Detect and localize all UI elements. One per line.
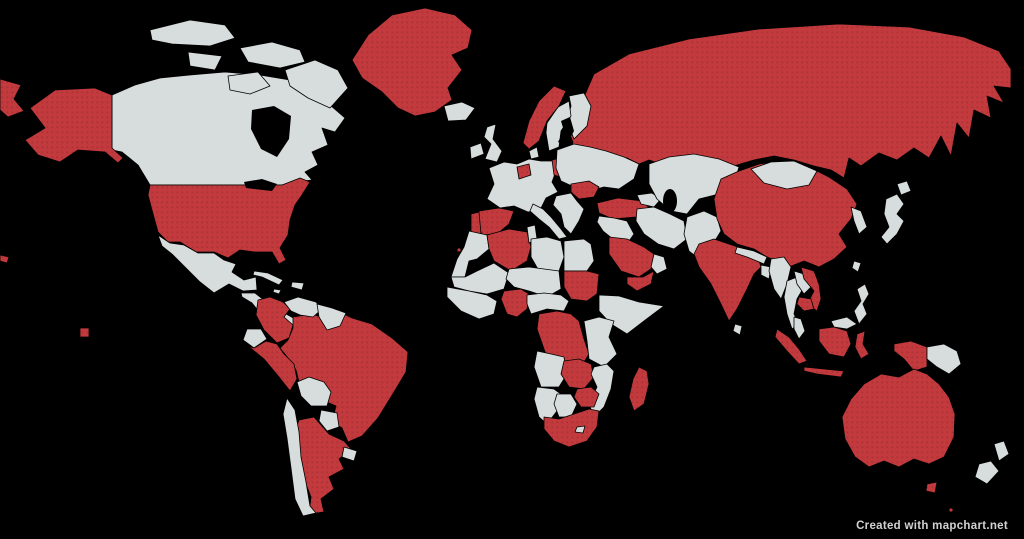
country-namibia[interactable]	[533, 386, 562, 425]
region-mauritania-mali[interactable]	[450, 262, 510, 295]
country-saudi-arabia[interactable]	[608, 236, 655, 278]
southern-island-dot[interactable]	[948, 507, 954, 513]
country-colombia[interactable]	[255, 296, 294, 344]
country-korea[interactable]	[850, 206, 868, 235]
country-zambia[interactable]	[560, 358, 595, 390]
country-usa-hawaii[interactable]	[79, 327, 90, 338]
country-mongolia[interactable]	[750, 160, 818, 190]
country-norway[interactable]	[522, 85, 567, 150]
country-chile[interactable]	[282, 397, 317, 517]
region-caucasus[interactable]	[636, 192, 662, 208]
country-philippines[interactable]	[853, 283, 870, 325]
country-canada-arctic-island-3[interactable]	[187, 51, 223, 71]
attribution: Created with mapchart.net	[856, 520, 1008, 532]
country-south-africa[interactable]	[543, 408, 600, 448]
country-ireland[interactable]	[469, 142, 485, 160]
region-west-africa[interactable]	[446, 286, 498, 320]
country-united-kingdom[interactable]	[483, 123, 503, 163]
country-uruguay[interactable]	[341, 446, 358, 462]
region-niger-chad[interactable]	[505, 266, 562, 298]
country-yemen[interactable]	[626, 270, 655, 292]
country-cambodia[interactable]	[796, 296, 815, 312]
country-libya[interactable]	[530, 236, 565, 272]
country-russia-chukotka[interactable]	[0, 78, 25, 118]
country-malaysia-borneo[interactable]	[830, 316, 858, 330]
country-paraguay[interactable]	[318, 409, 340, 432]
country-italy[interactable]	[529, 203, 568, 240]
country-bolivia[interactable]	[296, 376, 332, 407]
country-usa-mainland[interactable]	[147, 177, 311, 265]
country-oman[interactable]	[650, 253, 668, 275]
country-nigeria[interactable]	[500, 288, 530, 318]
region-nepal-bhutan[interactable]	[734, 246, 768, 265]
country-usa-alaska[interactable]	[24, 87, 124, 164]
country-jamaica[interactable]	[272, 288, 282, 295]
region-east-africa[interactable]	[583, 316, 618, 368]
country-netherlands[interactable]	[516, 163, 532, 180]
region-eastern-europe[interactable]	[555, 143, 640, 192]
country-canada-arctic-island-1[interactable]	[149, 19, 236, 47]
country-peru[interactable]	[247, 340, 298, 392]
canary-islands[interactable]	[456, 247, 462, 253]
country-algeria[interactable]	[486, 228, 532, 272]
region-ethiopia-somalia[interactable]	[598, 294, 665, 335]
country-usa-pacific-islet[interactable]	[0, 254, 10, 264]
country-australia[interactable]	[841, 368, 956, 468]
country-india[interactable]	[693, 238, 762, 322]
country-malaysia-peninsula[interactable]	[793, 316, 806, 340]
country-indonesia-sulawesi[interactable]	[854, 330, 870, 360]
country-australia-tasmania[interactable]	[925, 481, 938, 494]
country-guyanas[interactable]	[316, 303, 347, 331]
country-angola[interactable]	[533, 350, 568, 388]
region-western-central-europe[interactable]	[486, 158, 559, 213]
caspian-sea	[663, 189, 677, 213]
country-romania[interactable]	[570, 180, 600, 200]
country-canada-victoria-island[interactable]	[227, 71, 271, 95]
region-cameroon-car[interactable]	[526, 292, 570, 315]
country-hispaniola[interactable]	[290, 281, 305, 291]
great-lakes	[244, 179, 277, 191]
country-sri-lanka[interactable]	[732, 323, 743, 336]
baltic-sea	[558, 117, 574, 146]
country-new-zealand-north[interactable]	[993, 440, 1010, 462]
country-myanmar[interactable]	[768, 256, 792, 300]
country-ecuador[interactable]	[242, 328, 268, 349]
country-madagascar[interactable]	[628, 366, 650, 412]
country-taiwan[interactable]	[851, 260, 862, 273]
country-mexico[interactable]	[157, 234, 258, 294]
country-japan-hokkaido[interactable]	[896, 180, 912, 196]
country-canada-arctic-island-2[interactable]	[239, 41, 306, 69]
country-papua-new-guinea[interactable]	[926, 343, 962, 375]
country-indonesia-papua[interactable]	[893, 340, 928, 372]
country-bangladesh[interactable]	[760, 264, 772, 280]
region-balkans-greece[interactable]	[552, 192, 585, 235]
country-venezuela[interactable]	[283, 296, 323, 318]
country-iran[interactable]	[635, 206, 688, 250]
country-denmark[interactable]	[528, 146, 540, 160]
country-iceland[interactable]	[443, 101, 476, 122]
country-sweden[interactable]	[545, 100, 572, 152]
country-canada-baffin-island[interactable]	[284, 59, 349, 109]
hudson-bay	[251, 106, 291, 157]
country-new-zealand-south[interactable]	[974, 460, 1000, 485]
country-vietnam[interactable]	[800, 266, 822, 312]
country-indonesia-kalimantan[interactable]	[818, 326, 852, 358]
country-egypt[interactable]	[563, 238, 595, 272]
country-cuba[interactable]	[252, 270, 284, 286]
country-japan-honshu[interactable]	[880, 193, 905, 245]
country-indonesia-java[interactable]	[803, 366, 845, 378]
country-greenland[interactable]	[351, 7, 473, 117]
country-lesotho[interactable]	[574, 425, 586, 434]
country-indonesia-sumatra[interactable]	[774, 328, 808, 365]
country-zimbabwe[interactable]	[573, 386, 600, 408]
country-sudan[interactable]	[563, 270, 600, 302]
